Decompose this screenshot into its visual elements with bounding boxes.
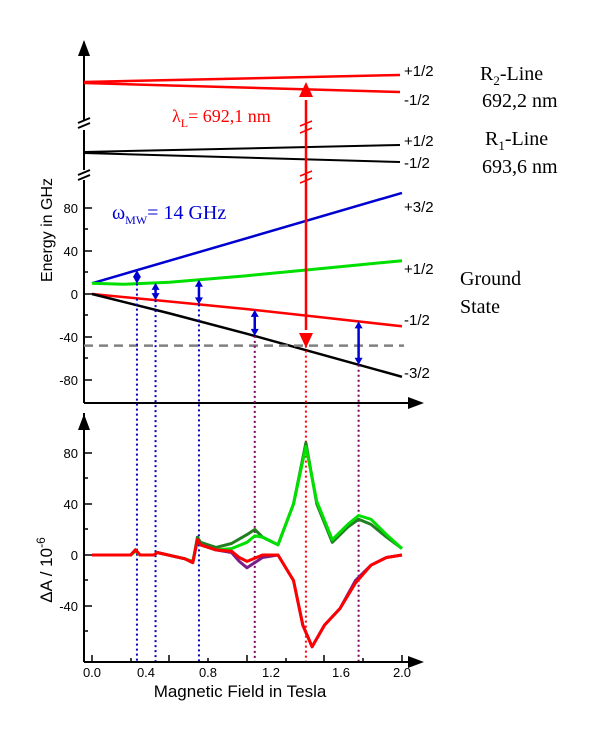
r2-upper-label: +1/2 <box>404 63 434 80</box>
top-y-ticks <box>84 207 92 381</box>
r2-levels <box>83 73 401 94</box>
ground-state-label-2: State <box>460 296 500 318</box>
ground-state-levels <box>91 191 403 379</box>
bottom-y-ticks <box>84 452 92 632</box>
r2-upper-level <box>83 73 401 84</box>
bottom-y-axis-arrow <box>78 414 90 430</box>
bottom-x-axis-arrow <box>408 656 424 668</box>
xtick-label: 0.8 <box>199 665 217 680</box>
gs-level-plus-1-2 <box>91 259 403 286</box>
r1-lower-label: -1/2 <box>404 155 430 172</box>
top-ytick-label: -80 <box>59 373 78 388</box>
bottom-axes <box>78 413 424 668</box>
r1-lower-level <box>83 152 401 163</box>
xtick-label: 2.0 <box>393 665 411 680</box>
r1-upper-label: +1/2 <box>404 133 434 150</box>
bottom-ytick-label: -40 <box>59 599 78 614</box>
microwave-arrow-head-up <box>151 282 160 290</box>
x-axis-label: Magnetic Field in Tesla <box>154 682 327 701</box>
y-axis-break-1 <box>77 117 91 129</box>
r2-line-name: R2-Line <box>480 63 543 88</box>
bottom-ytick-label: 0 <box>71 548 78 563</box>
bottom-ytick-label: 40 <box>64 497 78 512</box>
xtick-label: 0.0 <box>83 665 101 680</box>
microwave-arrow-head-down <box>132 276 141 284</box>
r-line-names: R2-Line 692,2 nm R1-Line 693,6 nm Ground… <box>460 63 558 318</box>
xtick-label: 1.6 <box>332 665 350 680</box>
laser-label: λL= 692,1 nm <box>172 106 271 130</box>
microwave-arrow-head-down <box>151 293 160 301</box>
top-ytick-label: -40 <box>59 330 78 345</box>
spectrum-purple <box>92 538 403 649</box>
bottom-y-tick-labels: 80 40 0 -40 <box>59 446 78 614</box>
spectrum-green <box>92 445 404 563</box>
laser-transition-arrow <box>299 82 313 348</box>
microwave-arrow-head-down <box>194 297 203 305</box>
top-y-axis-arrow <box>78 40 90 56</box>
microwave-arrow-head-up <box>250 309 259 317</box>
laser-arrow-head-up <box>299 82 313 97</box>
gs-level-minus-1-2 <box>91 292 403 328</box>
top-ytick-label: 80 <box>64 201 78 216</box>
gs-level-label: +1/2 <box>404 261 434 278</box>
microwave-label: ωMW= 14 GHz <box>112 202 226 227</box>
r1-upper-level <box>83 144 401 153</box>
microwave-arrow-head-down <box>250 328 259 336</box>
r1-line-name: R1-Line <box>485 128 548 153</box>
xtick-label: 1.2 <box>262 665 280 680</box>
bottom-x-tick-labels: 0.0 0.4 0.8 1.2 1.6 2.0 <box>83 665 411 680</box>
ground-state-label-1: Ground <box>460 268 521 290</box>
r2-lower-label: -1/2 <box>404 92 430 109</box>
bottom-ytick-label: 80 <box>64 446 78 461</box>
gs-level-label: -3/2 <box>404 365 430 382</box>
top-x-axis-arrow <box>408 397 424 409</box>
gs-level-label: -1/2 <box>404 312 430 329</box>
laser-arrow-break <box>299 120 313 134</box>
y-axis-break-2 <box>77 169 91 181</box>
top-axes <box>77 40 424 409</box>
gs-level-plus-3-2 <box>91 191 403 285</box>
xtick-label: 0.4 <box>137 665 155 680</box>
r2-wavelength: 692,2 nm <box>482 90 558 112</box>
laser-arrow-break <box>299 170 313 184</box>
spectrum-dark-green <box>92 441 403 565</box>
laser-arrow-head-down <box>299 333 313 348</box>
gs-level-label: +3/2 <box>404 199 434 216</box>
top-ytick-label: 40 <box>64 244 78 259</box>
r1-levels <box>83 144 401 163</box>
top-y-axis-label: Energy in GHz <box>39 178 56 282</box>
microwave-arrow-head-down <box>354 357 363 365</box>
gs-level-minus-3-2 <box>91 292 403 379</box>
bottom-x-ticks <box>91 655 403 662</box>
level-labels: +1/2 -1/2 +1/2 -1/2 +3/2 +1/2 -1/2 -3/2 <box>404 63 434 382</box>
r1-wavelength: 693,6 nm <box>482 156 558 178</box>
r2-lower-level <box>83 81 401 94</box>
spectrum-red <box>92 538 403 649</box>
microwave-arrow-head-up <box>354 321 363 329</box>
top-ytick-label: 0 <box>71 287 78 302</box>
microwave-arrow-head-up <box>132 270 141 278</box>
resonance-markers <box>132 270 363 662</box>
microwave-arrow-head-up <box>194 279 203 287</box>
spectra-curves <box>92 441 404 649</box>
top-y-tick-labels: 80 40 0 -40 -80 <box>59 201 78 388</box>
bottom-y-axis-label: ΔA / 10-6 <box>34 537 56 603</box>
